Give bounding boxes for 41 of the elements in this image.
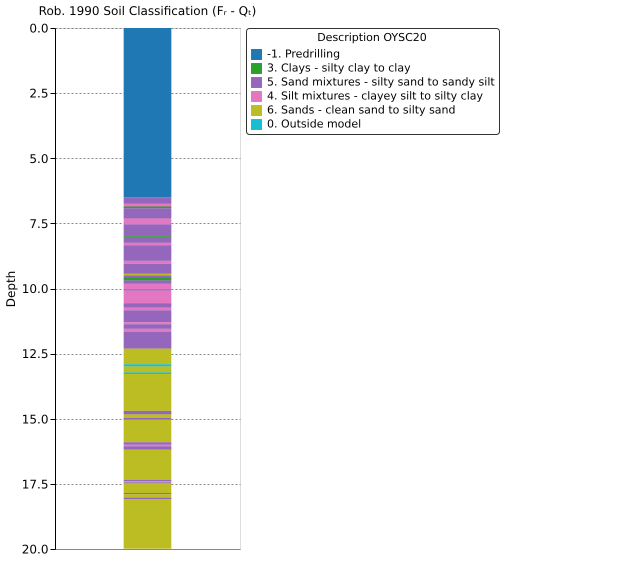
bar	[124, 450, 172, 480]
legend-label: 6. Sands - clean sand to silty sand	[267, 104, 456, 116]
y-tick-label: 2.5	[29, 86, 48, 101]
bar	[124, 208, 172, 219]
y-axis-title: Depth	[4, 270, 18, 308]
legend-label: 4. Silt mixtures - clayey silt to silty clay	[267, 90, 484, 102]
bar	[124, 498, 172, 549]
bar	[124, 410, 172, 414]
legend-label: -1. Predrilling	[267, 48, 340, 60]
bar	[124, 260, 172, 264]
bar	[124, 280, 172, 284]
bar	[124, 324, 172, 329]
y-tick-label: 10.0	[22, 282, 48, 296]
legend-label: 0. Outside model	[267, 118, 362, 130]
bar	[124, 328, 172, 332]
bar	[124, 197, 172, 204]
bar	[124, 310, 172, 322]
bar	[124, 28, 172, 198]
bar	[124, 278, 172, 280]
y-tick-label: 7.5	[29, 216, 48, 231]
bar	[124, 264, 172, 274]
bar	[124, 303, 172, 308]
legend-label: 5. Sand mixtures - silty sand to sandy silt	[267, 76, 496, 88]
bar	[124, 242, 172, 246]
bar	[124, 420, 172, 442]
y-tick-label: 0.0	[29, 22, 48, 36]
y-tick-label: 15.0	[22, 412, 48, 426]
bar	[124, 414, 172, 418]
bar	[124, 332, 172, 349]
legend-label: 3. Clays - silty clay to clay	[267, 62, 412, 74]
bar	[124, 348, 172, 364]
legend-title: Description OYSC20	[317, 31, 427, 44]
bar	[124, 204, 172, 206]
bar	[124, 218, 172, 224]
chart-title: Rob. 1990 Soil Classification (Fᵣ - Qₜ)	[38, 4, 256, 18]
y-tick-label: 5.0	[29, 152, 48, 166]
y-tick-label: 20.0	[22, 542, 48, 556]
bar	[124, 245, 172, 261]
y-tick-label: 12.5	[22, 347, 48, 362]
bar	[124, 308, 172, 310]
y-tick-label: 17.5	[22, 477, 48, 492]
